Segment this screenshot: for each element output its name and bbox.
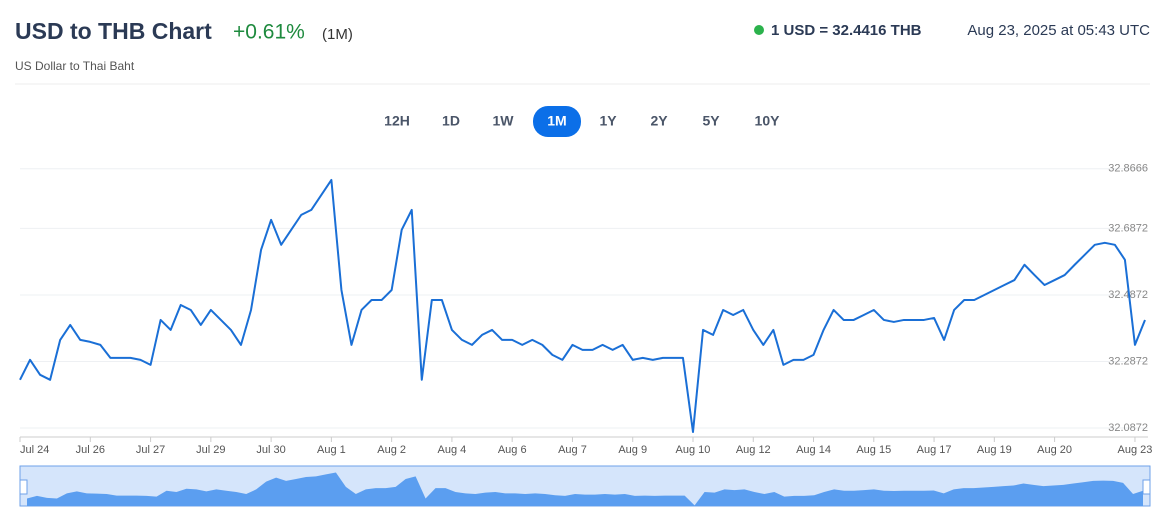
x-tick-label: Aug 7 [558, 444, 587, 456]
range-button[interactable]: 10Y [755, 113, 781, 129]
range-button[interactable]: 12H [384, 113, 410, 129]
y-tick-label: 32.0872 [1108, 422, 1148, 434]
change: +0.61% [233, 21, 305, 44]
x-tick-label: Aug 10 [676, 444, 711, 456]
range-button[interactable]: 1W [493, 113, 515, 129]
x-tick-label: Jul 29 [196, 444, 225, 456]
subtitle: US Dollar to Thai Baht [15, 59, 135, 73]
x-tick-label: Jul 26 [76, 444, 105, 456]
title: USD to THB Chart [15, 18, 212, 44]
range-button[interactable]: 1D [442, 113, 460, 129]
navigator-handle[interactable] [19, 479, 28, 495]
range-button-active[interactable] [533, 106, 581, 137]
x-tick-label: Aug 17 [917, 444, 952, 456]
range-button[interactable]: 1Y [599, 113, 617, 129]
y-tick-label: 32.8666 [1108, 163, 1148, 175]
period: (1M) [322, 26, 353, 43]
x-tick-label: Aug 4 [438, 444, 467, 456]
y-tick-label: 32.2872 [1108, 355, 1148, 367]
x-tick-label: Aug 9 [618, 444, 647, 456]
x-tick-label: Aug 12 [736, 444, 771, 456]
x-tick-label: Aug 20 [1037, 444, 1072, 456]
navigator-handle[interactable] [1142, 479, 1151, 495]
x-tick-label: Jul 24 [20, 444, 49, 456]
live-dot [754, 25, 764, 35]
range-button[interactable]: 1M [547, 113, 566, 129]
y-tick-label: 32.6872 [1108, 222, 1148, 234]
timestamp: Aug 23, 2025 at 05:43 UTC [967, 22, 1150, 39]
range-button[interactable]: 5Y [702, 113, 720, 129]
navigator-area [27, 472, 1143, 506]
x-tick-label: Aug 23 [1118, 444, 1153, 456]
range-button[interactable]: 2Y [650, 113, 668, 129]
x-tick-label: Jul 30 [256, 444, 285, 456]
x-tick-label: Aug 19 [977, 444, 1012, 456]
x-tick-label: Aug 6 [498, 444, 527, 456]
x-tick-label: Aug 2 [377, 444, 406, 456]
x-tick-label: Aug 15 [856, 444, 891, 456]
x-tick-label: Aug 1 [317, 444, 346, 456]
rate: 1 USD = 32.4416 THB [771, 22, 922, 39]
x-tick-label: Jul 27 [136, 444, 165, 456]
price-line [19, 178, 1146, 434]
x-tick-label: Aug 14 [796, 444, 831, 456]
